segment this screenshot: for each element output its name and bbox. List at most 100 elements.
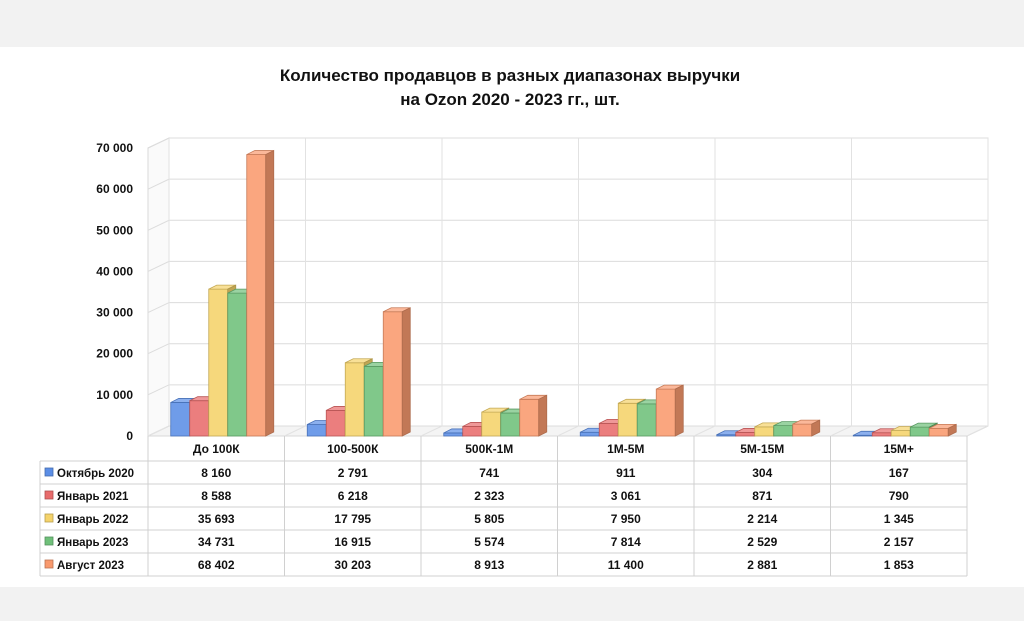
category-label: 15М+: [884, 442, 914, 456]
category-separator: [966, 138, 989, 437]
category-label: 100-500К: [327, 442, 379, 456]
bar-front: [462, 426, 483, 437]
data-label: 8 913: [474, 558, 504, 572]
category-separator: [830, 138, 852, 437]
bar-side: [811, 419, 821, 437]
category-separator: [420, 138, 443, 437]
legend-key: [44, 513, 54, 523]
data-label: 2 157: [884, 535, 914, 549]
legend-label: Январь 2022: [57, 514, 128, 526]
bar-front: [481, 411, 502, 437]
bar: [519, 394, 548, 437]
legend-label: Январь 2023: [57, 537, 128, 549]
bar: [246, 149, 275, 437]
y-tick-label: 30 000: [96, 306, 133, 320]
data-label: 6 218: [338, 489, 368, 503]
data-label: 1 345: [884, 512, 914, 526]
bar-front: [909, 426, 930, 437]
y-tick-label: 20 000: [96, 347, 133, 361]
data-label: 5 805: [474, 512, 504, 526]
bars: [170, 149, 957, 437]
bar-front: [344, 362, 365, 437]
legend-label: Август 2023: [57, 560, 124, 572]
legend-key: [44, 536, 54, 546]
bar-front: [579, 431, 600, 437]
bar-front: [735, 432, 756, 437]
data-label: 68 402: [198, 558, 235, 572]
bar: [928, 423, 957, 437]
legend-label: Январь 2021: [57, 491, 129, 503]
y-tick-label: 10 000: [96, 388, 133, 402]
data-label: 5 574: [474, 535, 504, 549]
bar-front: [754, 426, 775, 437]
chart-title-line-2: на Ozon 2020 - 2023 гг., шт.: [400, 90, 619, 109]
bar-front: [246, 154, 267, 437]
category-label: 5М-15М: [740, 442, 784, 456]
bar-front: [519, 398, 540, 437]
chart-side-wall: [147, 137, 170, 437]
data-label: 304: [752, 466, 772, 480]
bar-front: [306, 424, 327, 437]
bar-side: [538, 394, 548, 437]
data-label: 1 853: [884, 558, 914, 572]
y-tick-label: 50 000: [96, 223, 133, 237]
bar-side: [674, 384, 684, 437]
bar-side: [265, 149, 275, 437]
category-label: 500К-1М: [465, 442, 513, 456]
data-label: 2 529: [747, 535, 777, 549]
data-label: 911: [616, 466, 636, 480]
data-label: 7 814: [611, 535, 641, 549]
data-label: 167: [889, 466, 909, 480]
data-label: 7 950: [611, 512, 641, 526]
bar-front: [208, 288, 229, 437]
bar: [655, 384, 684, 437]
category-separator: [147, 138, 170, 437]
data-label: 3 061: [611, 489, 641, 503]
bar-side: [401, 307, 411, 437]
bar-front: [500, 412, 521, 437]
category-separator: [557, 138, 579, 437]
chart-card: Количество продавцов в разных диапазонах…: [0, 47, 1024, 587]
y-tick-label: 0: [126, 429, 133, 443]
bar-front: [443, 432, 464, 437]
bar-front: [871, 432, 892, 437]
bar-front: [189, 400, 210, 437]
bar-front: [617, 402, 638, 437]
legend-key: [44, 559, 54, 569]
data-label: 871: [752, 489, 772, 503]
bar-front: [636, 403, 657, 437]
bar: [792, 419, 821, 437]
bar-front: [227, 292, 248, 437]
category-label: 1М-5М: [607, 442, 644, 456]
legend-label: Октябрь 2020: [57, 468, 134, 480]
bar-front: [598, 423, 619, 437]
legend-key: [44, 467, 54, 477]
chart-title-line-1: Количество продавцов в разных диапазонах…: [280, 66, 740, 85]
category-label: До 100К: [193, 442, 240, 456]
bar-front: [382, 311, 403, 437]
data-label: 8 160: [201, 466, 231, 480]
bar-front: [363, 366, 384, 437]
data-label: 790: [889, 489, 909, 503]
data-label: 2 323: [474, 489, 504, 503]
bar-front: [890, 430, 911, 437]
data-label: 34 731: [198, 535, 235, 549]
bar-front: [170, 402, 191, 437]
data-label: 2 791: [338, 466, 368, 480]
data-label: 8 588: [201, 489, 231, 503]
y-tick-label: 40 000: [96, 264, 133, 278]
data-label: 741: [479, 466, 499, 480]
bar: [382, 307, 411, 437]
y-tick-label: 70 000: [96, 141, 133, 155]
data-label: 17 795: [334, 512, 371, 526]
bar-front: [792, 423, 813, 437]
bar-front: [773, 425, 794, 437]
data-label: 16 915: [334, 535, 371, 549]
bar-front: [928, 427, 949, 437]
data-label: 2 214: [747, 512, 777, 526]
category-separator: [693, 138, 716, 437]
data-label: 2 881: [747, 558, 777, 572]
data-table: До 100К 100-500К 500К-1М 1М-5М 5М-15М 15М+ Окт…: [39, 436, 968, 577]
category-separator: [284, 138, 306, 437]
bar-front: [655, 388, 676, 437]
